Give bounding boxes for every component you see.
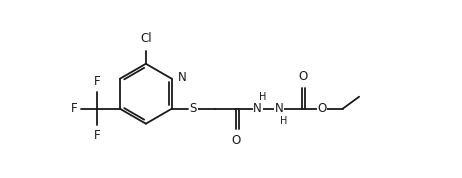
Text: O: O: [298, 70, 308, 83]
Text: F: F: [70, 102, 77, 115]
Text: N: N: [178, 71, 187, 84]
Text: H: H: [259, 92, 266, 102]
Text: N: N: [253, 102, 262, 115]
Text: O: O: [317, 102, 327, 115]
Text: H: H: [280, 116, 288, 126]
Text: N: N: [274, 102, 283, 115]
Text: O: O: [231, 134, 241, 147]
Text: F: F: [94, 75, 101, 88]
Text: S: S: [189, 102, 197, 115]
Text: F: F: [94, 129, 101, 142]
Text: Cl: Cl: [140, 32, 152, 45]
